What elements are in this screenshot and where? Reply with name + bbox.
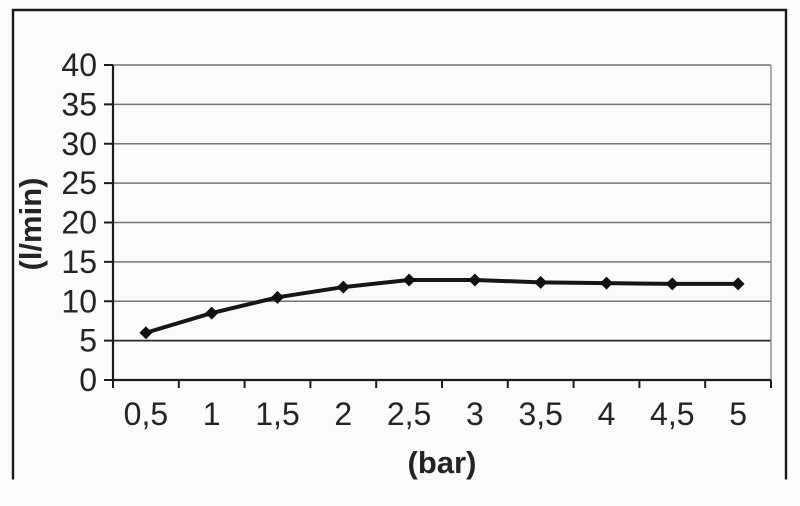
y-tick-label-10: 10 [61, 283, 97, 319]
y-axis-ticks [104, 64, 113, 381]
x-axis-title: (bar) [408, 445, 477, 480]
x-tick-label-1,5: 1,5 [255, 396, 299, 432]
marker-diamond-2 [336, 280, 350, 294]
marker-diamond-4 [600, 276, 613, 290]
chart-outer-frame [11, 8, 788, 480]
marker-diamond-3 [468, 273, 482, 287]
y-tick-label-5: 5 [79, 323, 97, 359]
x-tick-label-5: 5 [729, 396, 747, 432]
y-tick-label-40: 40 [61, 47, 97, 83]
x-tick-label-4: 4 [598, 396, 616, 432]
x-tick-label-0,5: 0,5 [124, 396, 168, 432]
chart-border [11, 8, 788, 480]
x-tick-label-4,5: 4,5 [650, 396, 694, 432]
y-tick-label-0: 0 [79, 362, 97, 398]
x-tick-label-3: 3 [466, 396, 484, 432]
x-tick-label-2: 2 [334, 396, 352, 432]
y-axis-title: (l/min) [13, 178, 48, 271]
data-point-markers [139, 273, 745, 340]
x-tick-label-1: 1 [203, 396, 221, 432]
marker-diamond-0.5 [139, 326, 153, 340]
y-tick-label-25: 25 [61, 165, 97, 201]
y-tick-label-35: 35 [61, 86, 97, 122]
x-tick-labels: 0,5 1 1,5 2 2,5 3 3,5 4 4,5 5 [124, 396, 747, 432]
y-tick-label-30: 30 [61, 126, 97, 162]
marker-diamond-5 [731, 277, 745, 291]
marker-diamond-4.5 [665, 277, 679, 291]
x-tick-label-3,5: 3,5 [518, 396, 562, 432]
x-axis-ticks [112, 380, 772, 388]
series-flow-rate [143, 277, 741, 335]
marker-diamond-2.5 [402, 273, 416, 287]
marker-diamond-3.5 [534, 275, 548, 289]
y-tick-label-15: 15 [61, 244, 97, 280]
gridlines [113, 64, 772, 380]
data-series-line [143, 277, 741, 335]
x-tick-label-2,5: 2,5 [387, 396, 431, 432]
y-tick-label-20: 20 [61, 205, 97, 241]
marker-diamond-1.5 [271, 290, 284, 304]
marker-diamond-1 [205, 306, 219, 320]
